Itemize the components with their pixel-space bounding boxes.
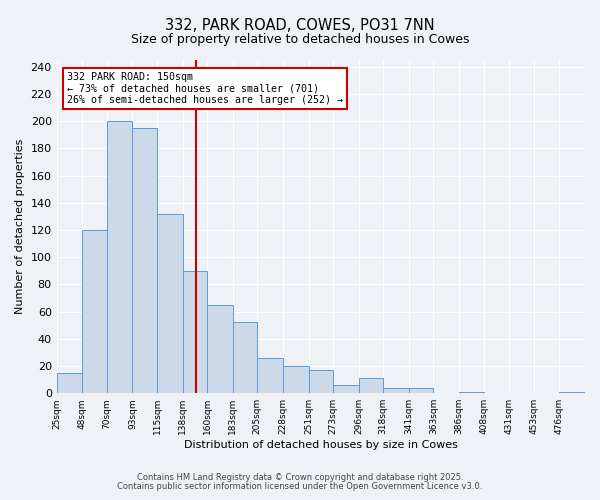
Text: 332, PARK ROAD, COWES, PO31 7NN: 332, PARK ROAD, COWES, PO31 7NN <box>165 18 435 32</box>
Text: 332 PARK ROAD: 150sqm
← 73% of detached houses are smaller (701)
26% of semi-det: 332 PARK ROAD: 150sqm ← 73% of detached … <box>67 72 343 105</box>
Bar <box>107 121 133 393</box>
Bar <box>559 392 585 393</box>
Text: Size of property relative to detached houses in Cowes: Size of property relative to detached ho… <box>131 32 469 46</box>
Bar <box>333 385 359 393</box>
Bar <box>308 370 333 393</box>
Text: Contains HM Land Registry data © Crown copyright and database right 2025.: Contains HM Land Registry data © Crown c… <box>137 474 463 482</box>
Bar <box>82 230 107 393</box>
Y-axis label: Number of detached properties: Number of detached properties <box>15 139 25 314</box>
Bar <box>257 358 283 393</box>
Bar <box>459 392 484 393</box>
Bar <box>283 366 308 393</box>
Bar <box>383 388 409 393</box>
Bar <box>359 378 383 393</box>
Bar <box>409 388 433 393</box>
Bar <box>207 305 233 393</box>
Bar <box>157 214 182 393</box>
Text: Contains public sector information licensed under the Open Government Licence v3: Contains public sector information licen… <box>118 482 482 491</box>
Bar <box>182 271 207 393</box>
Bar <box>133 128 157 393</box>
X-axis label: Distribution of detached houses by size in Cowes: Distribution of detached houses by size … <box>184 440 458 450</box>
Bar <box>233 322 257 393</box>
Bar <box>56 373 82 393</box>
